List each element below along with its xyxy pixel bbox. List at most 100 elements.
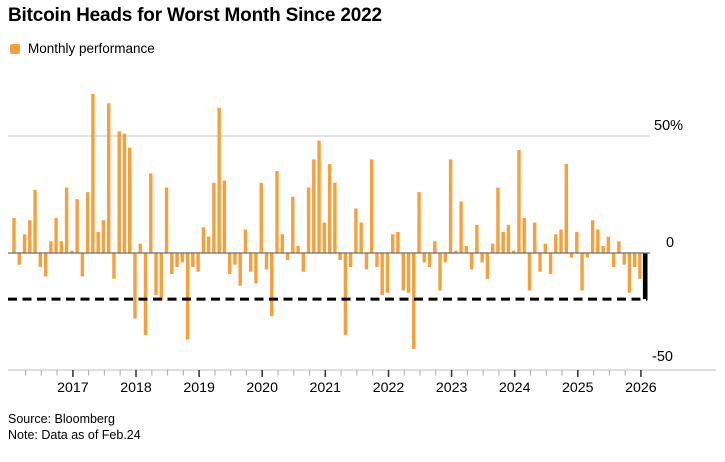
bar-current-month	[642, 253, 648, 300]
bar	[580, 253, 584, 291]
bar	[180, 253, 185, 263]
bar	[249, 253, 253, 272]
bar	[43, 253, 48, 277]
bar	[38, 253, 42, 268]
bar	[517, 150, 521, 253]
bar	[291, 196, 295, 253]
bar	[396, 231, 400, 253]
bar	[522, 217, 526, 253]
bar	[175, 253, 179, 268]
bar	[438, 253, 442, 291]
bar	[564, 164, 568, 253]
bar	[54, 217, 58, 253]
bar	[270, 253, 274, 317]
bar	[112, 253, 116, 279]
legend-label: Monthly performance	[28, 41, 155, 56]
x-axis-year-label: 2025	[562, 380, 594, 396]
bar	[64, 187, 69, 253]
footer: Source: Bloomberg Note: Data as of Feb.2…	[8, 411, 141, 443]
bar	[154, 253, 158, 296]
bar	[280, 234, 284, 253]
bar	[312, 159, 316, 253]
bar	[322, 222, 327, 253]
bar	[632, 253, 637, 268]
bar	[527, 253, 532, 291]
bar	[17, 253, 21, 265]
x-axis-year-label: 2024	[499, 380, 531, 396]
bar	[369, 159, 374, 253]
bar	[359, 222, 363, 253]
chart-area: 2017 2018 2019 2020 2021 2022 2023 2024 2025 2026…	[0, 70, 725, 410]
bar	[427, 253, 432, 268]
bar	[327, 164, 332, 253]
bar	[196, 253, 200, 272]
monthly-performance-bar-chart: 2017 2018 2019 2020 2021 2022 2023 2024 2025 2026…	[8, 93, 716, 396]
bar	[201, 227, 206, 253]
bar	[117, 131, 121, 253]
bar	[238, 253, 242, 286]
bar	[138, 243, 142, 253]
y-axis-label: 50%	[654, 118, 683, 134]
bar	[159, 253, 163, 300]
bar	[317, 140, 321, 253]
bar	[590, 220, 595, 253]
y-axis-label: 0	[666, 235, 674, 251]
bar	[559, 229, 563, 253]
bar	[469, 253, 474, 270]
bar	[49, 241, 53, 253]
bar	[128, 147, 132, 253]
bar	[364, 253, 369, 270]
bar	[170, 253, 174, 275]
bar	[306, 187, 311, 253]
bar	[80, 253, 85, 277]
bar	[417, 192, 421, 253]
bar	[585, 253, 590, 258]
x-axis-year-label: 2023	[436, 380, 468, 396]
bar	[569, 253, 574, 258]
bar	[333, 182, 337, 253]
bar	[448, 159, 453, 253]
bar	[259, 182, 263, 253]
bar	[548, 253, 553, 275]
bar	[596, 229, 600, 253]
bar	[380, 253, 384, 296]
bar	[301, 253, 305, 272]
bar	[454, 250, 458, 253]
bar	[243, 229, 248, 253]
bar	[164, 187, 169, 253]
bar	[75, 199, 79, 253]
x-axis-year-label: 2020	[246, 380, 278, 396]
bar	[227, 253, 232, 275]
bar	[348, 253, 353, 268]
bar	[406, 253, 411, 293]
x-axis-year-label: 2017	[57, 380, 89, 396]
bar	[443, 253, 448, 263]
x-axis-year-label: 2018	[120, 380, 152, 396]
bar	[533, 222, 537, 253]
bar	[459, 201, 463, 253]
bar	[617, 241, 621, 253]
bar	[28, 220, 32, 253]
bar	[385, 253, 390, 293]
bar	[611, 253, 616, 268]
bar	[343, 253, 348, 335]
bar	[191, 253, 195, 268]
bar	[338, 253, 342, 261]
bar	[12, 217, 16, 253]
bar	[475, 224, 479, 253]
bar	[401, 253, 405, 291]
chart-title: Bitcoin Heads for Worst Month Since 2022	[8, 5, 382, 26]
bar	[638, 253, 642, 279]
bar	[91, 93, 95, 253]
legend-swatch-icon	[10, 43, 20, 54]
bar	[501, 231, 505, 253]
bar	[554, 234, 558, 253]
bar	[22, 234, 27, 253]
bar	[622, 253, 626, 265]
bar	[422, 253, 426, 263]
bar	[222, 180, 227, 253]
bar	[464, 245, 469, 253]
legend: Monthly performance	[10, 41, 155, 56]
bar	[212, 182, 216, 253]
